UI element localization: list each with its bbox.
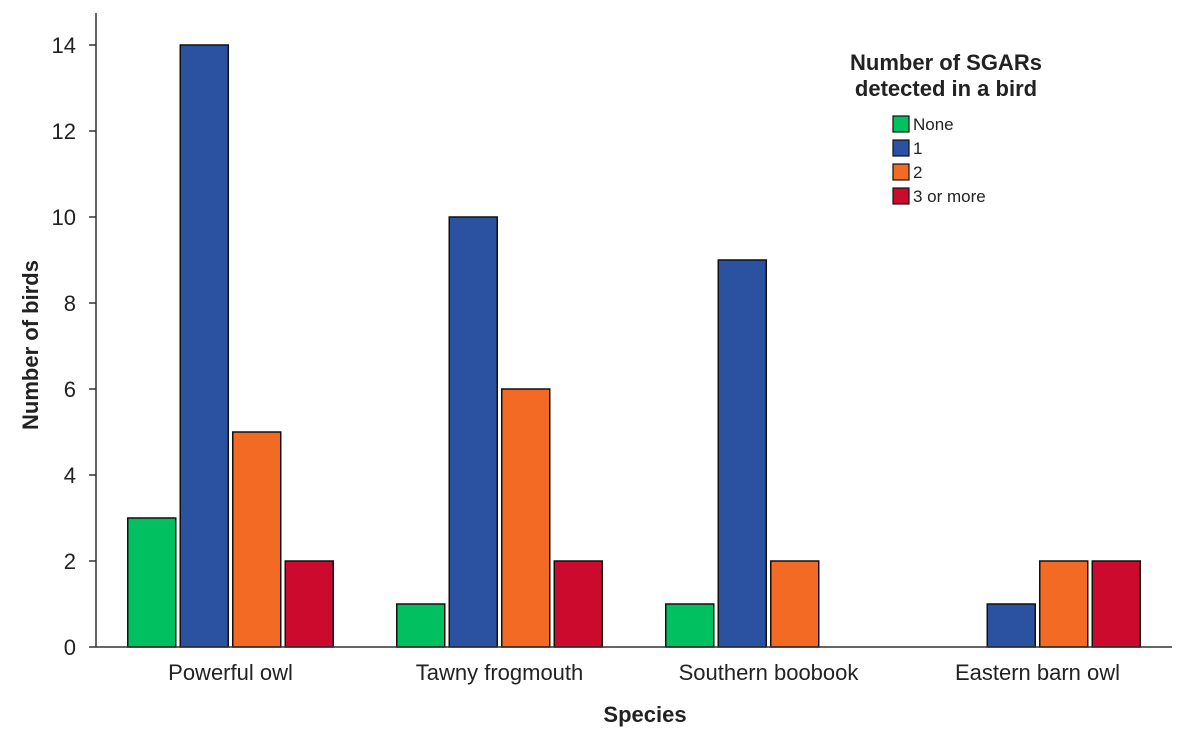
bar-tawny-frogmouth-none [396, 603, 446, 648]
bar-powerful-owl-2 [232, 431, 282, 648]
legend-label: 2 [913, 163, 922, 182]
x-tick-label: Tawny frogmouth [416, 660, 584, 685]
y-tick-label: 2 [64, 549, 76, 574]
bar-powerful-owl-3-or-more [284, 560, 334, 648]
y-axis-title: Number of birds [18, 260, 43, 430]
x-tick-label: Southern boobook [679, 660, 860, 685]
bar-southern-boobook-2 [770, 560, 820, 648]
bar-eastern-barn-owl-1 [986, 603, 1036, 648]
x-axis-title: Species [603, 702, 686, 727]
legend: Number of SGARs detected in a bird None 1… [850, 50, 1042, 206]
bar-tawny-frogmouth-1 [448, 216, 498, 648]
y-tick-label: 10 [52, 205, 76, 230]
legend-items: None 1 2 3 or more [892, 115, 986, 206]
legend-title-line1: Number of SGARs [850, 50, 1042, 75]
y-tick-label: 4 [64, 463, 76, 488]
x-tick-label: Powerful owl [168, 660, 293, 685]
bar-eastern-barn-owl-3-or-more [1091, 560, 1141, 648]
y-axis: 0 2 4 6 8 10 12 14 [52, 13, 97, 660]
y-tick-label: 0 [64, 635, 76, 660]
bar-tawny-frogmouth-2 [501, 388, 551, 648]
bar-powerful-owl-1 [179, 44, 229, 648]
legend-swatch [892, 187, 910, 205]
bar-southern-boobook-1 [717, 259, 767, 648]
y-tick-label: 12 [52, 119, 76, 144]
y-tick-label: 14 [52, 33, 76, 58]
y-tick-label: 6 [64, 377, 76, 402]
legend-swatch [892, 139, 910, 157]
bar-southern-boobook-none [665, 603, 715, 648]
legend-label: None [913, 115, 954, 134]
bar-tawny-frogmouth-3-or-more [553, 560, 603, 648]
legend-swatch [892, 115, 910, 133]
legend-swatch [892, 163, 910, 181]
bars-group [127, 44, 1141, 648]
legend-label: 3 or more [913, 187, 986, 206]
x-axis: Powerful owl Tawny frogmouth Southern boob… [96, 646, 1172, 685]
bar-powerful-owl-none [127, 517, 177, 648]
legend-label: 1 [913, 139, 922, 158]
bar-eastern-barn-owl-2 [1039, 560, 1089, 648]
y-tick-label: 8 [64, 291, 76, 316]
x-tick-label: Eastern barn owl [955, 660, 1120, 685]
legend-title-line2: detected in a bird [855, 76, 1037, 101]
